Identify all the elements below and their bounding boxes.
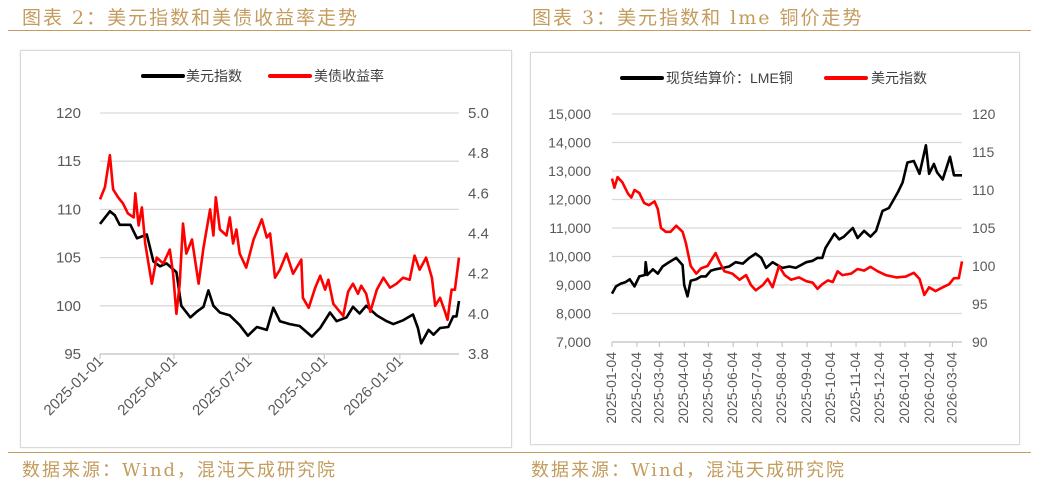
x-tick-label: 2025-03-04 [650,352,666,424]
x-tick-label: 2025-12-04 [871,352,887,424]
series-line-1 [98,210,461,345]
y-right-tick-label: 3.8 [468,346,489,363]
y-right-tick-label: 90 [972,334,988,350]
x-tick-label: 2025-02-04 [628,352,644,424]
y-left-tick-label: 9,000 [556,277,591,293]
chart-2: 7,000 8,000 9,000 10,000 11,000 12,000 13,000 1… [548,70,995,424]
x-tick-label: 2025-10-04 [822,352,838,424]
y-right-tick-label: 95 [972,296,988,312]
left-footer-divider [8,452,520,453]
y-left-tick-label: 100 [56,298,81,315]
y-right-tick-label: 120 [972,106,996,122]
x-tick-label: 2025-05-04 [699,352,715,424]
x-tick-label: 2026-01-04 [896,352,912,424]
x-tick-label: 2025-09-04 [798,352,814,424]
y-left-tick-label: 8,000 [556,306,591,322]
x-tick-label: 2025-06-04 [724,352,740,424]
legend-label: 美债收益率 [314,68,384,84]
y-left-tick-label: 7,000 [556,334,591,350]
y-right-tick-label: 100 [972,258,996,274]
series-line-1 [610,144,962,298]
y-right-tick-label: 4.8 [468,145,489,162]
y-left-tick-label: 15,000 [548,106,591,122]
y-left-tick-label: 110 [57,201,81,218]
x-tick-label: 2025-07-04 [748,352,764,424]
x-tick-label: 2025-08-04 [773,352,789,424]
y-right-tick-label: 4.4 [468,226,489,243]
y-right-tick-label: 5.0 [468,105,489,122]
y-left-tick-label: 95 [64,346,81,363]
right-footer-divider [519,452,1031,453]
legend-label: 现货结算价：LME铜 [666,70,793,86]
x-tick-label: 2025-04-04 [675,352,691,424]
y-left-tick-label: 13,000 [548,163,591,179]
x-tick-label: 2025-04-01 [114,353,180,419]
x-tick-label: 2025-11-04 [847,352,863,423]
right-title-divider [519,30,1031,31]
left-title-divider [8,30,520,31]
y-right-tick-label: 110 [972,182,995,198]
y-right-tick-label: 4.6 [468,185,489,202]
y-left-tick-label: 12,000 [548,192,591,208]
left-chart-source: 数据来源：Wind，混沌天成研究院 [22,460,338,481]
x-tick-label: 2025-07-01 [189,353,255,419]
x-tick-label: 2026-01-01 [340,353,406,419]
left-chart-frame [20,50,512,448]
x-tick-label: 2026-03-04 [943,352,959,424]
x-tick-label: 2025-10-01 [265,353,331,419]
x-tick-label: 2026-02-04 [921,352,937,424]
y-left-tick-label: 120 [56,105,81,122]
right-chart-frame [530,52,1020,445]
legend-label: 美元指数 [871,70,927,86]
x-tick-label: 2025-01-04 [603,352,619,424]
series-line-2 [98,153,461,322]
right-chart-title: 图表 3：美元指数和 lme 铜价走势 [532,7,864,29]
y-right-tick-label: 4.0 [468,306,489,323]
y-left-tick-label: 11,000 [549,220,591,236]
right-chart-source: 数据来源：Wind，混沌天成研究院 [531,460,847,481]
y-right-tick-label: 4.2 [468,266,489,283]
y-right-tick-label: 105 [972,220,996,236]
y-right-tick-label: 115 [972,144,995,160]
series-line-2 [610,175,964,297]
y-left-tick-label: 105 [56,250,81,267]
y-left-tick-label: 10,000 [548,249,591,265]
chart-1: 95 100 105 110 115 120 3.8 4.0 4.2 4.4 4.6 4.8 5.0 20… [41,68,489,419]
legend-label: 美元指数 [186,68,242,84]
y-left-tick-label: 14,000 [548,135,591,151]
left-chart-title: 图表 2：美元指数和美债收益率走势 [22,7,360,29]
y-left-tick-label: 115 [57,153,81,170]
